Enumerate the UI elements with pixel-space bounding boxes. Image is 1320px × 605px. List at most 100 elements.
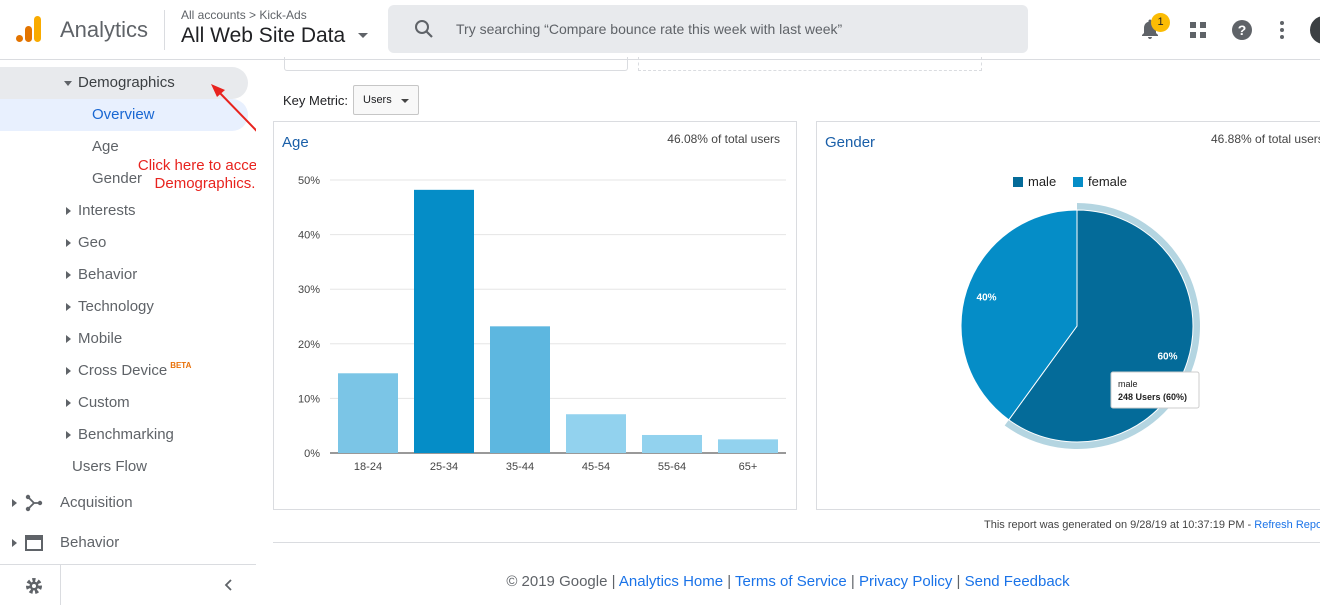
search-bar[interactable] <box>388 5 1028 53</box>
sidebar-item-geo[interactable]: Geo <box>0 227 256 259</box>
y-tick-label: 20% <box>298 339 320 351</box>
chevron-left-icon[interactable] <box>222 578 236 592</box>
caret-down-icon <box>64 81 72 86</box>
legend-swatch-female <box>1073 177 1083 187</box>
caret-right-icon <box>66 303 71 311</box>
age-bar-chart: 0% 10% 20% 30% 40% 50% 18-24 25-34 35-44 45-54 55-… <box>298 175 786 473</box>
caret-right-icon <box>12 539 17 547</box>
tooltip-label: male <box>1118 379 1138 389</box>
terms-of-service-link[interactable]: Terms of Service <box>735 573 847 590</box>
pie-tooltip: male 248 Users (60%) <box>1110 371 1200 409</box>
svg-text:?: ? <box>1238 22 1247 38</box>
sidebar-item-behavior[interactable]: Behavior <box>0 259 256 291</box>
chevron-down-icon <box>401 99 409 103</box>
apps-grid-icon[interactable] <box>1186 18 1210 42</box>
gender-card: Gender 46.88% of total users male female 6… <box>816 121 1320 510</box>
analytics-logo-icon[interactable] <box>14 14 44 44</box>
sidebar-item-acquisition[interactable]: Acquisition <box>0 487 256 519</box>
caret-right-icon <box>12 499 17 507</box>
account-breadcrumb[interactable]: All accounts > Kick-Ads <box>181 8 307 22</box>
page-footer: © 2019 Google | Analytics Home | Terms o… <box>506 573 1070 590</box>
sidebar-item-interests[interactable]: Interests <box>0 195 256 227</box>
privacy-policy-link[interactable]: Privacy Policy <box>859 573 953 590</box>
caret-right-icon <box>66 431 71 439</box>
sidebar-item-mobile[interactable]: Mobile <box>0 323 256 355</box>
pie-slice-female <box>960 209 1078 421</box>
tooltip-box <box>1110 371 1200 409</box>
legend-label-male: male <box>1028 174 1056 189</box>
gender-pie-chart: male female 60% 40% male 248 Users (60%) <box>960 174 1200 450</box>
sidebar-item-gender[interactable]: Gender <box>92 170 143 187</box>
caret-right-icon <box>66 399 71 407</box>
bar-55-64 <box>642 434 702 453</box>
key-metric-label: Key Metric: <box>283 93 349 108</box>
sidebar: Demographics Overview Age Gender Interes… <box>0 61 256 605</box>
sidebar-item-custom[interactable]: Custom <box>0 387 256 419</box>
pie-slice-label: 40% <box>977 293 997 304</box>
y-tick-label: 30% <box>298 284 320 296</box>
y-tick-label: 10% <box>298 393 320 405</box>
sidebar-item-benchmarking[interactable]: Benchmarking <box>0 419 256 451</box>
footer-divider-line <box>273 542 1320 543</box>
legend-label-female: female <box>1088 174 1127 189</box>
help-icon[interactable]: ? <box>1230 18 1254 42</box>
x-tick-label: 18-24 <box>354 461 382 473</box>
pie-slice-label: 60% <box>1157 351 1177 362</box>
x-tick-label: 25-34 <box>430 461 458 473</box>
x-tick-label: 45-54 <box>582 461 610 473</box>
notification-badge: 1 <box>1151 13 1170 32</box>
sidebar-item-users-flow[interactable]: Users Flow <box>72 458 148 475</box>
app-name: Analytics <box>60 17 149 42</box>
sidebar-item-overview[interactable]: Overview <box>0 99 248 131</box>
report-generated-note: This report was generated on 9/28/19 at … <box>984 519 1320 531</box>
x-tick-label: 55-64 <box>658 461 686 473</box>
sidebar-item-cross-device[interactable]: Cross Device BETA <box>0 355 256 387</box>
segment-box <box>284 57 628 71</box>
behavior-window-icon <box>25 535 43 551</box>
key-metric-select[interactable]: Users <box>353 85 419 115</box>
header-divider <box>164 10 165 50</box>
beta-badge: BETA <box>170 361 192 370</box>
refresh-report-link[interactable]: Refresh Report <box>1254 519 1320 531</box>
footer-divider <box>60 565 61 605</box>
sidebar-item-demographics[interactable]: Demographics <box>0 67 248 99</box>
annotation-text: Click here to access Demographics. <box>137 157 273 192</box>
x-tick-label: 65+ <box>739 461 758 473</box>
property-selector[interactable]: All Web Site Data <box>181 24 346 47</box>
bar-45-54 <box>566 414 626 453</box>
segment-placeholder <box>638 57 982 71</box>
tooltip-value: 248 Users (60%) <box>1118 392 1187 402</box>
y-tick-label: 50% <box>298 175 320 187</box>
search-icon[interactable] <box>414 19 434 39</box>
bar-35-44 <box>490 326 550 453</box>
sidebar-footer <box>0 564 256 605</box>
caret-right-icon <box>66 335 71 343</box>
main-content: Key Metric: Users Age 46.08% of total us… <box>256 57 1320 604</box>
avatar[interactable] <box>1308 14 1320 46</box>
age-card: Age 46.08% of total users 0% 10% 20% 30% 40%… <box>273 121 797 510</box>
legend-swatch-male <box>1013 177 1023 187</box>
gender-card-title: Gender <box>825 134 876 151</box>
chevron-down-icon[interactable] <box>358 33 368 38</box>
y-tick-label: 0% <box>304 448 320 460</box>
more-vert-icon[interactable] <box>1270 18 1294 42</box>
top-bar: Analytics All accounts > Kick-Ads All We… <box>0 0 1320 60</box>
caret-right-icon <box>66 367 71 375</box>
sidebar-item-behavior-section[interactable]: Behavior <box>0 527 256 559</box>
bar-18-24 <box>338 373 398 453</box>
send-feedback-link[interactable]: Send Feedback <box>964 573 1070 590</box>
caret-right-icon <box>66 239 71 247</box>
age-card-subtitle: 46.08% of total users <box>667 132 780 146</box>
age-card-title: Age <box>282 134 309 151</box>
search-input[interactable] <box>456 5 1016 53</box>
sidebar-item-technology[interactable]: Technology <box>0 291 256 323</box>
copyright-text: © 2019 Google <box>506 573 608 590</box>
analytics-home-link[interactable]: Analytics Home <box>618 573 724 590</box>
acquisition-icon <box>25 494 43 512</box>
bar-25-34 <box>414 189 474 453</box>
sidebar-item-age[interactable]: Age <box>92 138 119 155</box>
y-tick-label: 40% <box>298 230 320 242</box>
caret-right-icon <box>66 207 71 215</box>
gear-icon[interactable] <box>24 576 44 596</box>
gender-card-subtitle: 46.88% of total users <box>1211 132 1320 146</box>
